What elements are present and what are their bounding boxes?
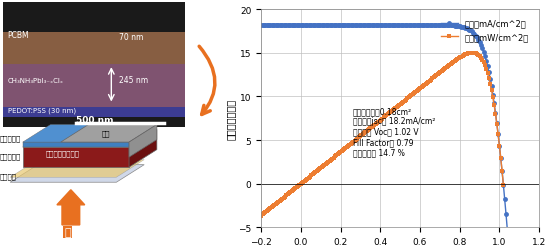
FancyBboxPatch shape	[3, 108, 185, 118]
電流（mA/cm^2）	[258, 24, 265, 27]
電力（mW/cm^2）	[402, 100, 408, 103]
電力（mW/cm^2）	[268, 206, 275, 209]
電力（mW/cm^2）	[258, 214, 265, 217]
電力（mW/cm^2）	[329, 158, 336, 160]
電流（mA/cm^2）	[268, 24, 275, 27]
電流（mA/cm^2）	[402, 24, 408, 27]
電流（mA/cm^2）	[505, 235, 512, 238]
FancyBboxPatch shape	[3, 2, 185, 128]
電流（mA/cm^2）	[499, 170, 505, 173]
Text: 電子輸送層: 電子輸送層	[0, 135, 21, 141]
電力（mW/cm^2）	[429, 78, 436, 81]
FancyBboxPatch shape	[3, 65, 185, 108]
FancyArrow shape	[57, 190, 85, 225]
Text: 245 nm: 245 nm	[119, 76, 148, 84]
Polygon shape	[60, 125, 157, 142]
Text: 光: 光	[64, 227, 71, 237]
Text: PEDOT:PSS (30 nm): PEDOT:PSS (30 nm)	[8, 108, 76, 114]
電流（mA/cm^2）	[478, 44, 485, 47]
Polygon shape	[129, 130, 157, 168]
Polygon shape	[23, 142, 129, 148]
電流（mA/cm^2）	[429, 24, 436, 27]
Text: PCBM: PCBM	[8, 30, 29, 40]
Text: 透明電極: 透明電極	[0, 172, 17, 179]
Text: 500 nm: 500 nm	[76, 116, 113, 124]
電力（mW/cm^2）	[478, 57, 485, 60]
FancyBboxPatch shape	[3, 32, 185, 65]
Text: 電極: 電極	[101, 130, 109, 136]
電流（mA/cm^2）	[515, 235, 521, 238]
Polygon shape	[23, 148, 129, 168]
Text: CH₃NH₃PbI₃₋ₓClₓ: CH₃NH₃PbI₃₋ₓClₓ	[8, 78, 64, 84]
Text: 正孔輸送層: 正孔輸送層	[0, 152, 21, 159]
Polygon shape	[129, 125, 157, 158]
Text: 70 nm: 70 nm	[119, 33, 144, 42]
Legend: 電流（mA/cm^2）, 電力（mW/cm^2）: 電流（mA/cm^2）, 電力（mW/cm^2）	[438, 16, 532, 45]
Text: ペロブスカイト層: ペロブスカイト層	[46, 150, 80, 156]
Line: 電力（mW/cm^2）: 電力（mW/cm^2）	[259, 51, 506, 218]
Polygon shape	[10, 160, 144, 178]
Line: 電流（mA/cm^2）: 電流（mA/cm^2）	[259, 23, 520, 238]
Polygon shape	[23, 125, 157, 142]
電流（mA/cm^2）	[329, 24, 336, 27]
Text: 素子サイズ：0.18cm²
短絡電流jsc： 18.2mA/cm²
開放電圧 Voc： 1.02 V
Fill Factor： 0.79
変換効率： 14.7 : 素子サイズ：0.18cm² 短絡電流jsc： 18.2mA/cm² 開放電圧 V…	[353, 106, 435, 157]
Polygon shape	[10, 165, 144, 182]
Polygon shape	[23, 130, 157, 148]
Y-axis label: 出力電流・電力: 出力電流・電力	[226, 98, 235, 139]
電力（mW/cm^2）	[499, 170, 505, 173]
